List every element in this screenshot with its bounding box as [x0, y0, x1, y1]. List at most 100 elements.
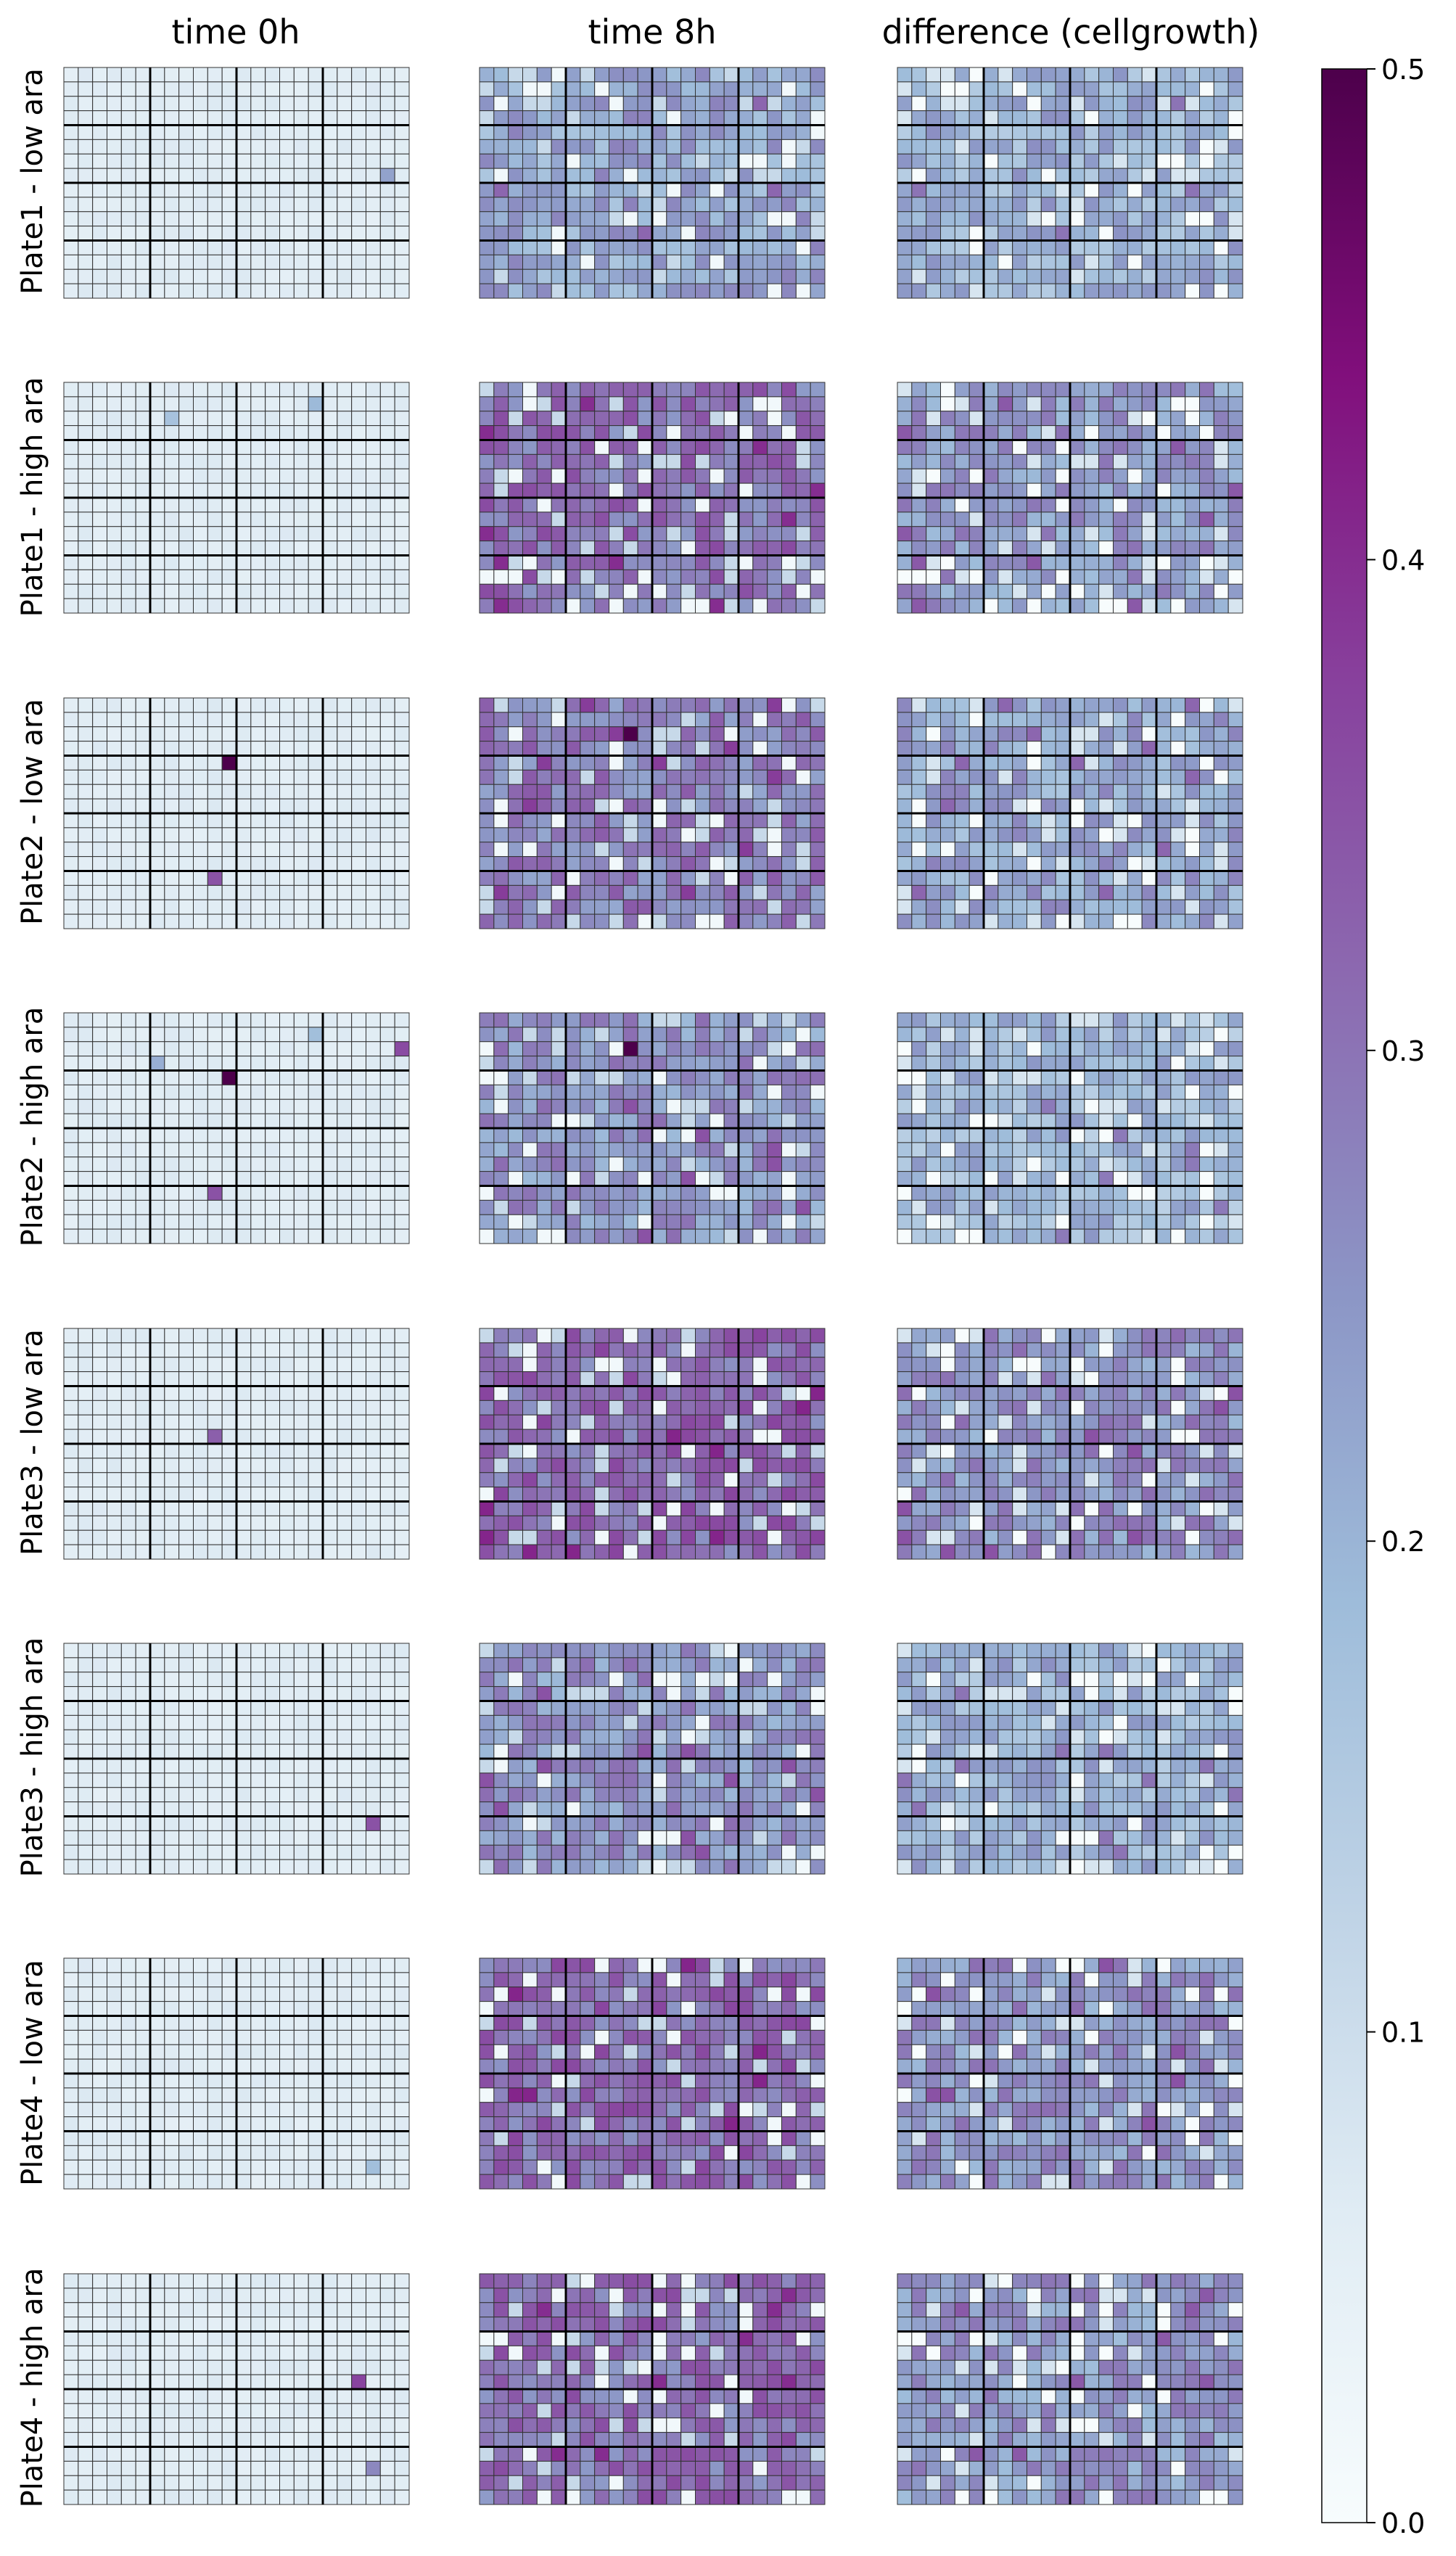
heatmap-cell — [738, 182, 754, 198]
heatmap-cell — [379, 1328, 395, 1344]
heatmap-cell — [1185, 81, 1201, 97]
heatmap-cell — [680, 1070, 696, 1085]
heatmap-cell — [236, 1371, 252, 1387]
heatmap-cell — [551, 1199, 567, 1215]
heatmap-cell — [651, 755, 667, 771]
heatmap-cell — [379, 411, 395, 427]
heatmap-cell — [968, 211, 984, 227]
heatmap-cell — [911, 1041, 927, 1057]
heatmap-cell — [1156, 482, 1172, 498]
heatmap-cell — [366, 110, 381, 126]
heatmap-cell — [565, 1185, 581, 1201]
heatmap-cell — [1098, 67, 1114, 83]
heatmap-cell — [522, 497, 538, 513]
heatmap-cell — [565, 453, 581, 469]
heatmap-cell — [1084, 1012, 1100, 1028]
heatmap-cell — [337, 468, 353, 484]
heatmap-cell — [149, 583, 165, 599]
heatmap-cell — [1012, 511, 1028, 527]
heatmap-cell — [221, 784, 237, 800]
heatmap-cell — [178, 1487, 194, 1503]
heatmap-cell — [1069, 1127, 1085, 1143]
heatmap-cell — [236, 871, 252, 886]
heatmap-cell — [1227, 1142, 1243, 1158]
heatmap-cell — [594, 1098, 609, 1114]
heatmap-cell — [897, 1012, 913, 1028]
heatmap-cell — [221, 254, 237, 270]
heatmap-cell — [379, 139, 395, 155]
heatmap-cell — [1141, 1012, 1157, 1028]
heatmap-cell — [1227, 899, 1243, 915]
heatmap-cell — [1227, 453, 1243, 469]
heatmap-cell — [680, 913, 696, 929]
heatmap-cell — [149, 784, 165, 800]
heatmap-cell — [926, 1056, 942, 1072]
heatmap-cell — [149, 197, 165, 213]
heatmap-cell — [293, 1458, 309, 1474]
heatmap-cell — [337, 482, 353, 498]
heatmap-cell — [738, 254, 754, 270]
heatmap-cell — [1170, 1156, 1186, 1172]
heatmap-cell — [940, 784, 955, 800]
heatmap-cell — [565, 81, 581, 97]
heatmap-cell — [351, 268, 367, 284]
heatmap-cell — [983, 168, 999, 184]
heatmap-cell — [795, 884, 811, 900]
heatmap-cell — [1170, 769, 1186, 785]
heatmap-cell — [998, 453, 1013, 469]
heatmap-cell — [622, 1098, 638, 1114]
heatmap-cell — [795, 182, 811, 198]
heatmap-cell — [250, 1041, 266, 1057]
heatmap-cell — [221, 555, 237, 570]
heatmap-cell — [1113, 1214, 1128, 1230]
heatmap-cell — [622, 1084, 638, 1100]
heatmap-cell — [279, 1214, 295, 1230]
heatmap-cell — [594, 254, 609, 270]
heatmap-cell — [149, 741, 165, 757]
heatmap-cell — [1213, 813, 1229, 829]
heatmap-cell — [954, 425, 970, 441]
heatmap-cell — [493, 468, 509, 484]
heatmap-cell — [78, 913, 94, 929]
heatmap-cell — [767, 96, 783, 112]
heatmap-cell — [911, 482, 927, 498]
heatmap-cell — [1084, 1156, 1100, 1172]
heatmap-cell — [1127, 382, 1143, 398]
heatmap-cell — [92, 1429, 107, 1445]
heatmap-cell — [666, 168, 682, 184]
heatmap-cell — [135, 1443, 151, 1459]
heatmap-cell — [695, 541, 710, 556]
heatmap-cell — [1113, 842, 1128, 858]
heatmap-cell — [666, 453, 682, 469]
heatmap-cell — [207, 871, 223, 886]
heatmap-cell — [1185, 827, 1201, 843]
heatmap-cell — [379, 712, 395, 728]
heatmap-cell — [522, 197, 538, 213]
heatmap-cell — [1185, 769, 1201, 785]
heatmap-cell — [1113, 411, 1128, 427]
heatmap-cell — [940, 1142, 955, 1158]
heatmap-cell — [135, 440, 151, 455]
heatmap-cell — [752, 268, 768, 284]
heatmap-cell — [78, 139, 94, 155]
heatmap-cell — [767, 1171, 783, 1187]
heatmap-cell — [1027, 211, 1042, 227]
heatmap-cell — [207, 1214, 223, 1230]
heatmap-cell — [1227, 440, 1243, 455]
heatmap-cell — [695, 67, 710, 83]
heatmap-cell — [149, 1328, 165, 1344]
heatmap-cell — [968, 96, 984, 112]
heatmap-cell — [767, 425, 783, 441]
heatmap-cell — [92, 396, 107, 412]
heatmap-cell — [1012, 168, 1028, 184]
heatmap-cell — [1199, 842, 1214, 858]
heatmap-cell — [250, 1142, 266, 1158]
heatmap-cell — [1170, 1199, 1186, 1215]
heatmap-cell — [622, 856, 638, 872]
heatmap-cell — [1055, 125, 1071, 140]
heatmap-cell — [522, 1142, 538, 1158]
heatmap-cell — [1170, 411, 1186, 427]
heatmap-cell — [1098, 526, 1114, 542]
heatmap-cell — [580, 1012, 596, 1028]
heatmap-cell — [795, 1084, 811, 1100]
